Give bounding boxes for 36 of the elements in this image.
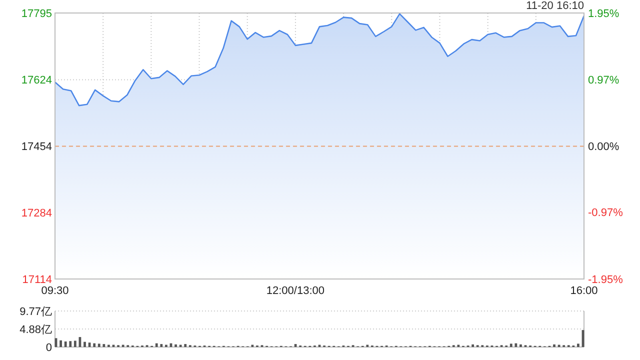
line-series xyxy=(54,13,585,106)
bar xyxy=(553,344,556,347)
bar xyxy=(60,340,62,347)
bar xyxy=(84,342,86,347)
y-tick-label: 17454 xyxy=(21,141,52,154)
y-tick-label: 9.77亿 xyxy=(20,306,52,318)
y-tick-label: 17795 xyxy=(21,8,52,20)
y2-tick-label: -0.97% xyxy=(588,207,624,220)
bar xyxy=(69,341,72,347)
x-tick-label: 16:00 xyxy=(570,285,598,297)
bar xyxy=(98,344,100,347)
bar xyxy=(520,344,522,347)
y2-tick-label: 1.95% xyxy=(588,8,620,20)
text: 11-20 16:10 xyxy=(526,0,584,12)
y-tick-label: 17624 xyxy=(21,74,52,87)
bar xyxy=(160,344,163,347)
bar xyxy=(184,344,187,347)
y2-tick-label: 0.00% xyxy=(588,140,620,153)
y-tick-label: 17114 xyxy=(22,274,52,286)
y2-tick-label: 0.97% xyxy=(588,74,620,87)
y-tick-label: 4.88亿 xyxy=(20,324,52,336)
y-tick-label: 17284 xyxy=(21,207,52,220)
y-tick-label: 0 xyxy=(46,342,52,354)
bar xyxy=(64,341,67,347)
y2-tick-label: -1.95% xyxy=(588,274,624,286)
bar xyxy=(93,343,96,347)
bar xyxy=(102,344,106,347)
bar xyxy=(510,344,512,347)
x-tick-label: 09:30 xyxy=(41,285,69,297)
bar xyxy=(514,343,518,347)
bar xyxy=(472,344,474,347)
bar xyxy=(577,344,580,347)
bar xyxy=(74,340,76,347)
bar xyxy=(155,343,158,347)
x-tick-label: 12:00/13:00 xyxy=(266,285,325,297)
bar xyxy=(174,344,177,347)
